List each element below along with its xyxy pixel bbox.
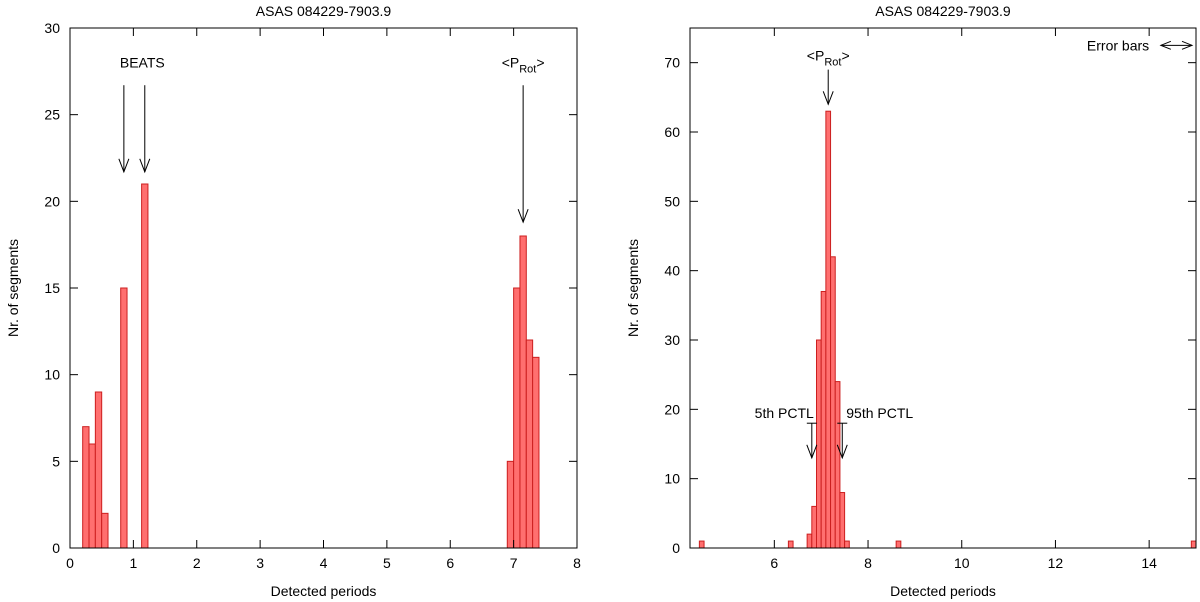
bar <box>825 110 832 549</box>
chart-panel-2: ASAS 084229-7903.9 6 8 10 12 14 0 10 20 30 40 50 60 7… <box>625 3 1197 599</box>
bar <box>844 540 850 549</box>
bar <box>816 339 822 549</box>
y-axis-label: Nr. of segments <box>5 239 21 337</box>
y-tick-label: 5 <box>52 453 60 469</box>
chart-title: ASAS 084229-7903.9 <box>256 3 392 19</box>
prot-label: <PRot> <box>502 55 545 76</box>
y-tick-label: 30 <box>44 20 60 36</box>
bar <box>101 512 109 549</box>
y-tick-label: 50 <box>664 193 680 209</box>
y-tick-label: 25 <box>44 107 60 123</box>
y-tick-label: 0 <box>672 540 680 556</box>
x-tick-label: 2 <box>193 555 201 571</box>
bar <box>532 356 540 549</box>
bar <box>811 505 818 549</box>
y-axis-label: Nr. of segments <box>625 239 641 337</box>
bar <box>698 540 705 549</box>
plot-frame <box>689 27 1197 549</box>
x-tick-label: 8 <box>573 555 581 571</box>
bar <box>839 492 846 549</box>
error-bars-label: Error bars <box>1087 37 1149 53</box>
bar <box>895 540 902 549</box>
y-tick-label: 10 <box>664 471 680 487</box>
y-tick-label: 60 <box>664 124 680 140</box>
x-tick-label: 4 <box>320 555 328 571</box>
beats-arrow-head <box>118 158 130 174</box>
y-tick-label: 30 <box>664 332 680 348</box>
prot-label: <PRot> <box>807 48 850 69</box>
bar <box>820 290 827 549</box>
error-bars-arrow-left <box>1159 40 1172 50</box>
bar <box>806 533 813 549</box>
chart-title: ASAS 084229-7903.9 <box>875 3 1011 19</box>
x-tick-label: 14 <box>1141 555 1157 571</box>
prot-arrow-head <box>517 208 529 224</box>
bar <box>1190 540 1197 549</box>
x-tick-label: 0 <box>66 555 74 571</box>
y-tick-label: 40 <box>664 263 680 279</box>
x-tick-label: 5 <box>383 555 391 571</box>
bar <box>82 426 90 549</box>
bar <box>141 183 149 549</box>
percentile-arrow-head <box>806 444 818 460</box>
percentile-label: 95th PCTL <box>846 405 913 421</box>
y-tick-label: 20 <box>44 193 60 209</box>
x-tick-label: 8 <box>864 555 872 571</box>
beats-arrow-head <box>139 158 151 174</box>
bar <box>513 287 521 549</box>
bar <box>506 460 515 549</box>
x-tick-label: 6 <box>446 555 454 571</box>
x-tick-label: 7 <box>510 555 518 571</box>
chart-panel-1: ASAS 084229-7903.9 0 1 2 3 4 5 6 7 8 0 5 10 15 20 25 30 D… <box>5 3 581 599</box>
x-tick-label: 3 <box>256 555 264 571</box>
bar <box>787 540 794 549</box>
percentile-arrow-head <box>836 444 848 460</box>
bar <box>519 235 527 549</box>
x-tick-label: 1 <box>129 555 137 571</box>
x-axis-label: Detected periods <box>890 583 996 599</box>
bar <box>830 256 836 549</box>
x-axis-label: Detected periods <box>271 583 377 599</box>
beats-label: BEATS <box>120 55 165 71</box>
x-tick-label: 12 <box>1048 555 1064 571</box>
x-tick-label: 6 <box>770 555 778 571</box>
y-tick-label: 70 <box>664 55 680 71</box>
bar <box>525 339 534 549</box>
percentile-label: 5th PCTL <box>755 405 814 421</box>
y-tick-label: 15 <box>44 280 60 296</box>
y-tick-label: 20 <box>664 401 680 417</box>
prot-arrow-head <box>822 91 834 106</box>
bar <box>94 391 103 549</box>
y-tick-label: 0 <box>52 540 60 556</box>
bar <box>120 287 128 549</box>
x-tick-label: 10 <box>954 555 970 571</box>
y-tick-label: 10 <box>44 367 60 383</box>
bar <box>834 381 841 549</box>
bar <box>88 443 96 549</box>
error-bars-arrow-right <box>1181 40 1194 50</box>
